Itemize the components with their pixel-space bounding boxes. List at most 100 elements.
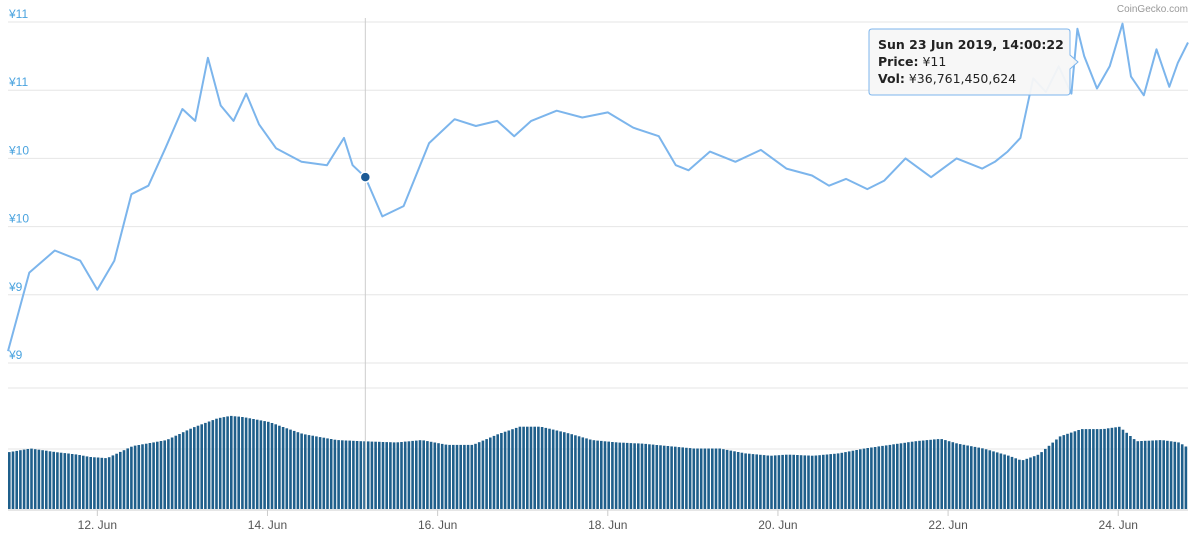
volume-bar bbox=[810, 455, 814, 509]
volume-bar bbox=[537, 426, 540, 509]
volume-bar bbox=[292, 430, 296, 509]
volume-bar bbox=[107, 457, 111, 509]
volume-bar bbox=[185, 430, 189, 509]
volume-bar bbox=[736, 452, 740, 509]
volume-bar bbox=[167, 439, 170, 509]
volume-bar bbox=[211, 420, 215, 509]
volume-bar bbox=[529, 426, 533, 509]
volume-bar bbox=[637, 443, 640, 509]
volume-bar bbox=[463, 444, 466, 509]
volume-bar bbox=[437, 443, 440, 509]
x-tick-label: 16. Jun bbox=[418, 518, 457, 532]
volume-bar bbox=[318, 437, 322, 509]
volume-bar bbox=[170, 437, 174, 509]
tooltip: Sun 23 Jun 2019, 14:00:22 Price: ¥11 Vol… bbox=[868, 28, 1079, 96]
volume-bar bbox=[977, 447, 980, 509]
volume-bar bbox=[1058, 436, 1062, 509]
volume-bar bbox=[729, 450, 733, 509]
volume-bar bbox=[1081, 429, 1084, 509]
volume-bar bbox=[670, 446, 673, 509]
volume-bar bbox=[237, 416, 240, 509]
y-tick-label: ¥10 bbox=[8, 143, 29, 157]
grid-lines bbox=[8, 21, 1188, 511]
volume-bar bbox=[496, 434, 499, 509]
volume-bar bbox=[144, 443, 148, 509]
volume-bar bbox=[1125, 432, 1128, 509]
credit-label[interactable]: CoinGecko.com bbox=[1117, 4, 1188, 15]
volume-bar bbox=[56, 452, 59, 509]
volume-bar bbox=[588, 439, 592, 509]
volume-bar bbox=[1136, 441, 1140, 509]
volume-bar bbox=[1055, 439, 1058, 509]
volume-bar bbox=[233, 416, 237, 509]
volume-bar bbox=[563, 432, 566, 509]
volume-bar bbox=[1069, 432, 1073, 509]
volume-bar bbox=[796, 455, 799, 509]
volume-bar bbox=[1129, 436, 1132, 509]
y-tick-label: ¥9 bbox=[8, 280, 23, 294]
volume-bar bbox=[884, 445, 888, 509]
volume-bar bbox=[829, 454, 832, 509]
volume-bar bbox=[995, 452, 999, 509]
volume-bar bbox=[148, 443, 152, 509]
volume-bar bbox=[1010, 456, 1014, 509]
volume-bar bbox=[403, 441, 407, 509]
volume-bar bbox=[1173, 441, 1177, 509]
volume-bar bbox=[485, 439, 488, 509]
volume-bar bbox=[307, 435, 311, 509]
volume-bar bbox=[522, 426, 525, 509]
volume-bar bbox=[1092, 429, 1095, 509]
tooltip-date: Sun 23 Jun 2019, 14:00:22 bbox=[878, 37, 1064, 52]
volume-bar bbox=[1155, 440, 1158, 509]
volume-bar bbox=[207, 421, 211, 509]
volume-bar bbox=[477, 442, 481, 509]
volume-bar bbox=[1143, 440, 1147, 509]
volume-bar bbox=[355, 441, 359, 509]
volume-bar bbox=[711, 448, 714, 509]
volume-bars bbox=[8, 415, 1188, 509]
tooltip-box bbox=[868, 28, 1079, 96]
volume-bar bbox=[540, 427, 544, 509]
volume-bar bbox=[570, 434, 573, 509]
volume-bar bbox=[707, 448, 710, 509]
volume-bar bbox=[903, 442, 906, 509]
volume-bar bbox=[1180, 444, 1184, 509]
volume-bar bbox=[925, 440, 929, 509]
volume-bar bbox=[63, 453, 67, 509]
volume-bar bbox=[910, 441, 914, 509]
volume-bar bbox=[429, 441, 433, 509]
volume-bar bbox=[1103, 428, 1106, 509]
volume-bar bbox=[15, 450, 18, 509]
volume-bar bbox=[988, 450, 992, 509]
volume-bar bbox=[241, 417, 244, 509]
volume-bar bbox=[452, 444, 455, 509]
volume-bar bbox=[89, 457, 92, 509]
volume-bar bbox=[681, 447, 684, 509]
volume-bar bbox=[914, 441, 918, 509]
volume-bar bbox=[204, 422, 207, 509]
volume-bar bbox=[966, 445, 969, 509]
volume-bar bbox=[822, 454, 825, 509]
volume-bar bbox=[500, 433, 503, 509]
volume-bar bbox=[1184, 446, 1188, 509]
volume-bar bbox=[659, 445, 662, 509]
volume-bar bbox=[489, 437, 492, 509]
volume-bar bbox=[26, 449, 30, 509]
volume-bar bbox=[629, 443, 633, 509]
volume-bar bbox=[41, 450, 44, 509]
volume-bar bbox=[625, 442, 629, 509]
tooltip-price-value: ¥11 bbox=[922, 54, 946, 69]
volume-bar bbox=[899, 443, 903, 509]
volume-bar bbox=[470, 444, 474, 509]
volume-bar bbox=[559, 431, 562, 509]
volume-bar bbox=[341, 440, 344, 509]
volume-bar bbox=[781, 454, 784, 509]
volume-bar bbox=[892, 444, 895, 509]
volume-bar bbox=[699, 448, 703, 509]
volume-bar bbox=[788, 454, 792, 509]
volume-bar bbox=[374, 441, 377, 509]
volume-bar bbox=[933, 439, 936, 509]
x-tick-label: 22. Jun bbox=[928, 518, 967, 532]
volume-bar bbox=[82, 455, 85, 509]
volume-bar bbox=[366, 441, 370, 509]
